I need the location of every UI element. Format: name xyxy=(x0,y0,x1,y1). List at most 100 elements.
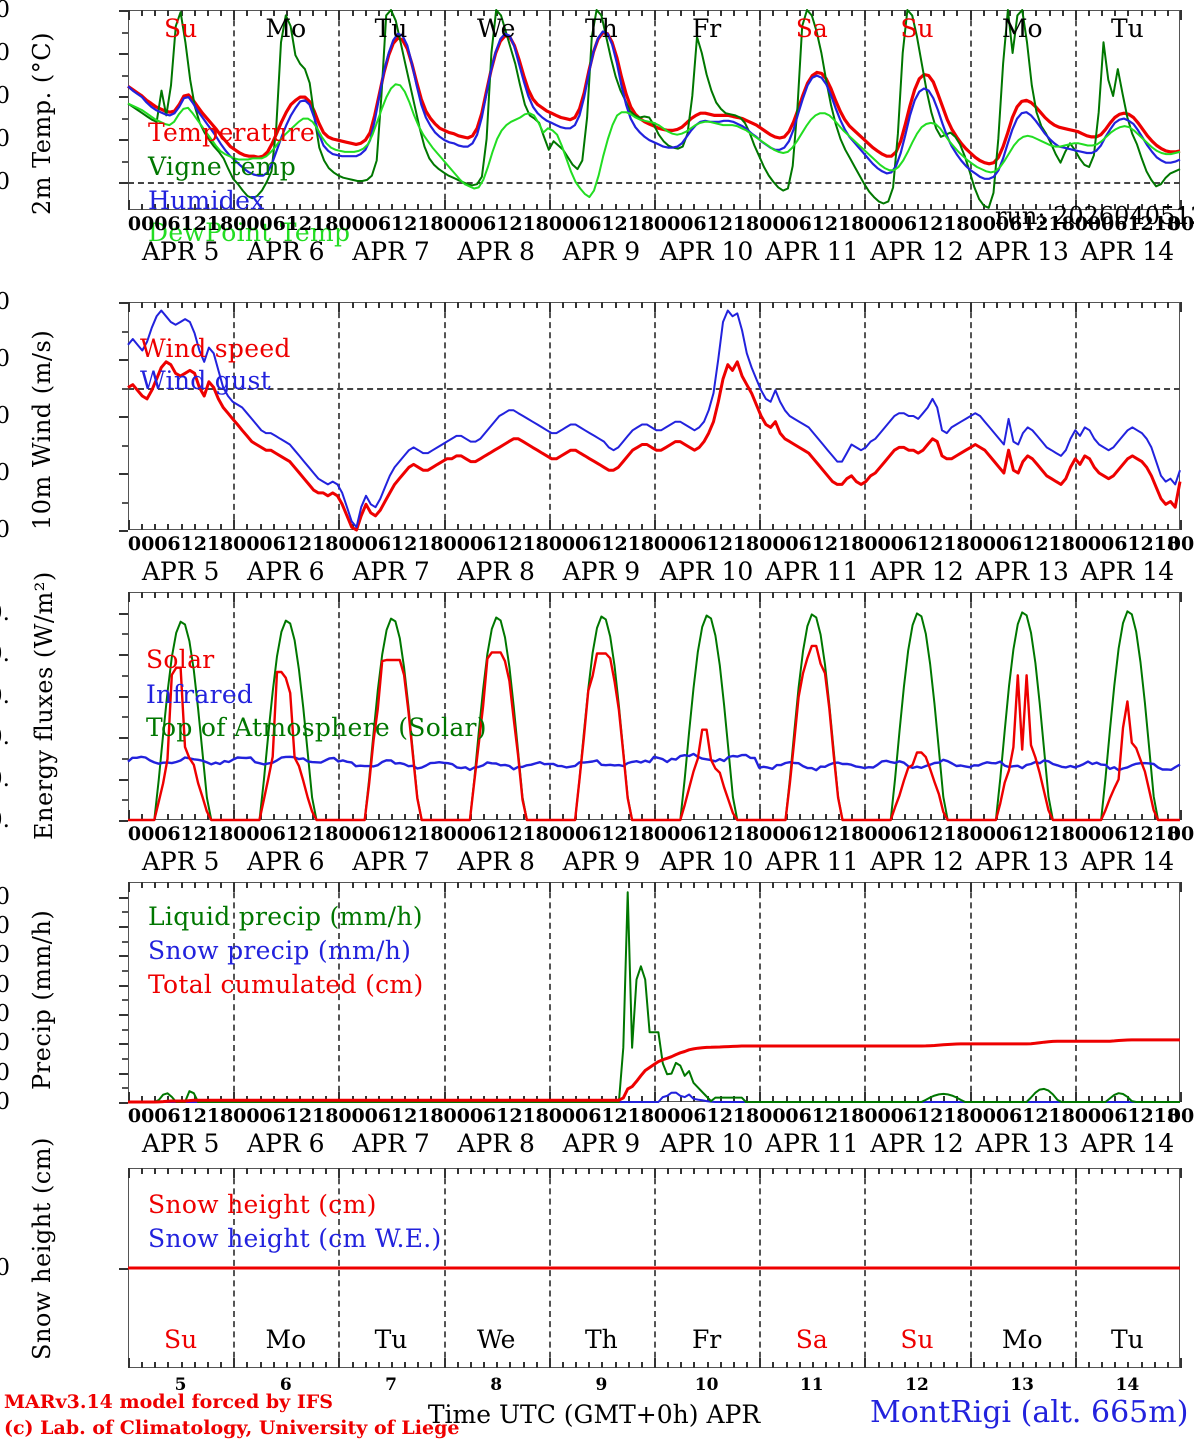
x-day-label: APR 14 xyxy=(1080,1129,1175,1158)
x-hour-label: 00 xyxy=(127,823,155,845)
x-day-label: APR 13 xyxy=(975,557,1069,586)
x-day-label: APR 11 xyxy=(765,1129,859,1158)
y-tick-label: 2.00 xyxy=(0,942,10,969)
x-day-label: APR 7 xyxy=(352,847,430,876)
series-humidex xyxy=(127,30,1181,180)
y-tick-label: 4.0 xyxy=(0,403,10,429)
legend-snow-height-(cm): Snow height (cm) xyxy=(148,1190,377,1219)
day-gridline xyxy=(338,302,341,530)
x-hour-label: 06 xyxy=(469,1105,497,1127)
weekday-label-bottom: Fr xyxy=(691,1325,722,1354)
y-tick-mark xyxy=(119,53,128,55)
x-day-number: 7 xyxy=(385,1375,397,1395)
x-hour-label: 00 xyxy=(1074,1105,1102,1127)
weekday-label-top: Mo xyxy=(265,14,307,43)
x-day-label: APR 12 xyxy=(870,237,964,266)
y-tick-minor xyxy=(122,387,128,390)
x-day-label: APR 5 xyxy=(141,847,220,876)
day-gridline xyxy=(1074,882,1077,1102)
x-hour-label: 06 xyxy=(259,1105,286,1127)
x-hour-label: 06 xyxy=(995,823,1023,845)
x-hour-label: 18 xyxy=(522,533,549,555)
y-axis-label-temperature: 2m Temp. (°C) xyxy=(28,32,56,215)
x-hour-label: 06 xyxy=(364,213,392,235)
x-hour-label: 12 xyxy=(1022,1105,1049,1127)
x-hour-label: 12 xyxy=(811,213,839,235)
legend-snow-height-(cm-w.e.): Snow height (cm W.E.) xyxy=(148,1224,442,1253)
x-day-label: APR 13 xyxy=(975,847,1069,876)
weekday-label-top: Tu xyxy=(1111,14,1144,43)
weekday-label-top: We xyxy=(476,14,516,43)
x-hour-label: 12 xyxy=(180,213,207,235)
x-day-label: APR 7 xyxy=(352,1129,430,1158)
weekday-label-bottom: Su xyxy=(163,1325,198,1354)
x-hour-label: 06 xyxy=(890,823,918,845)
x-day-label: APR 8 xyxy=(457,1129,535,1158)
x-hour-label: 18 xyxy=(732,823,760,845)
x-hour-label: 06 xyxy=(154,533,181,555)
y-tick-mark xyxy=(119,1043,128,1046)
x-hour-label: 18 xyxy=(1153,213,1181,235)
y-tick-label: 0.00 xyxy=(0,1089,10,1115)
x-hour-label: 00 xyxy=(759,1105,786,1127)
day-gridline xyxy=(759,592,762,820)
x-hour-label: 18 xyxy=(312,533,339,555)
x-hour-label: 06 xyxy=(154,823,181,845)
x-hour-label: 18 xyxy=(312,1105,339,1127)
x-hour-label: 12 xyxy=(1127,533,1154,555)
x-hour-label: 12 xyxy=(1022,823,1049,845)
x-hour-label: 00 xyxy=(653,213,681,235)
series-layer xyxy=(127,309,1182,532)
weekday-label-bottom: We xyxy=(476,1325,516,1354)
x-hour-label: 06 xyxy=(575,823,602,845)
x-hour-label: 00 xyxy=(653,823,681,845)
x-hour-label: 12 xyxy=(496,533,523,555)
x-day-number: 13 xyxy=(1010,1375,1035,1395)
y-tick-label: 0.0 xyxy=(0,169,10,196)
station-label: MontRigi (alt. 665m) xyxy=(870,1395,1189,1430)
day-gridline xyxy=(1074,10,1077,210)
x-hour-label: 18 xyxy=(943,1105,970,1127)
day-gridline xyxy=(443,592,446,820)
x-hour-label: 06 xyxy=(469,823,497,845)
x-hour-label: 00 xyxy=(969,533,996,555)
y-tick-label: 16.0 xyxy=(0,0,10,23)
footer-model-line: MARv3.14 model forced by IFS xyxy=(4,1391,333,1413)
day-gridline xyxy=(654,592,656,820)
x-day-number: 6 xyxy=(279,1375,292,1395)
weekday-label-top: Su xyxy=(163,14,198,43)
y-tick-minor xyxy=(122,1058,128,1060)
x-hour-label: 18 xyxy=(206,823,234,845)
weekday-label-bottom: Th xyxy=(585,1325,618,1354)
series-dewpoint-temp xyxy=(127,83,1181,199)
x-hour-label: 00 xyxy=(548,213,576,235)
legend-solar: Solar xyxy=(146,645,215,674)
y-tick-minor xyxy=(122,674,128,677)
y-tick-mark xyxy=(119,1014,128,1016)
x-hour-label: 12 xyxy=(916,1105,944,1127)
x-day-label: APR 7 xyxy=(352,557,430,586)
x-day-label: APR 11 xyxy=(765,237,859,266)
y-tick-mark xyxy=(119,778,128,781)
panel-temperature xyxy=(119,9,1182,210)
x-hour-label: 00 xyxy=(864,213,891,235)
x-hour-label: 06 xyxy=(680,823,707,845)
x-hour-label: 18 xyxy=(417,1105,444,1127)
day-gridline xyxy=(233,10,236,210)
y-tick-minor xyxy=(122,911,128,914)
x-day-label: APR 12 xyxy=(870,557,964,586)
x-hour-label: 12 xyxy=(916,213,944,235)
y-tick-label: 800. xyxy=(0,641,10,668)
day-gridline xyxy=(969,592,972,820)
x-hour-label: 12 xyxy=(285,1105,313,1127)
x-hour-label: 00 xyxy=(338,1105,365,1127)
weekday-label-bottom: Mo xyxy=(265,1325,307,1354)
x-hour-label: 06 xyxy=(154,1105,181,1127)
x-day-label: APR 11 xyxy=(765,847,859,876)
x-hour-label: 18 xyxy=(1153,533,1181,555)
x-day-label: APR 13 xyxy=(975,237,1069,266)
legend-snow-precip-(mm/h): Snow precip (mm/h) xyxy=(148,936,412,965)
day-gridline xyxy=(443,10,446,210)
day-gridline xyxy=(548,302,551,530)
x-hour-label: 06 xyxy=(890,213,918,235)
